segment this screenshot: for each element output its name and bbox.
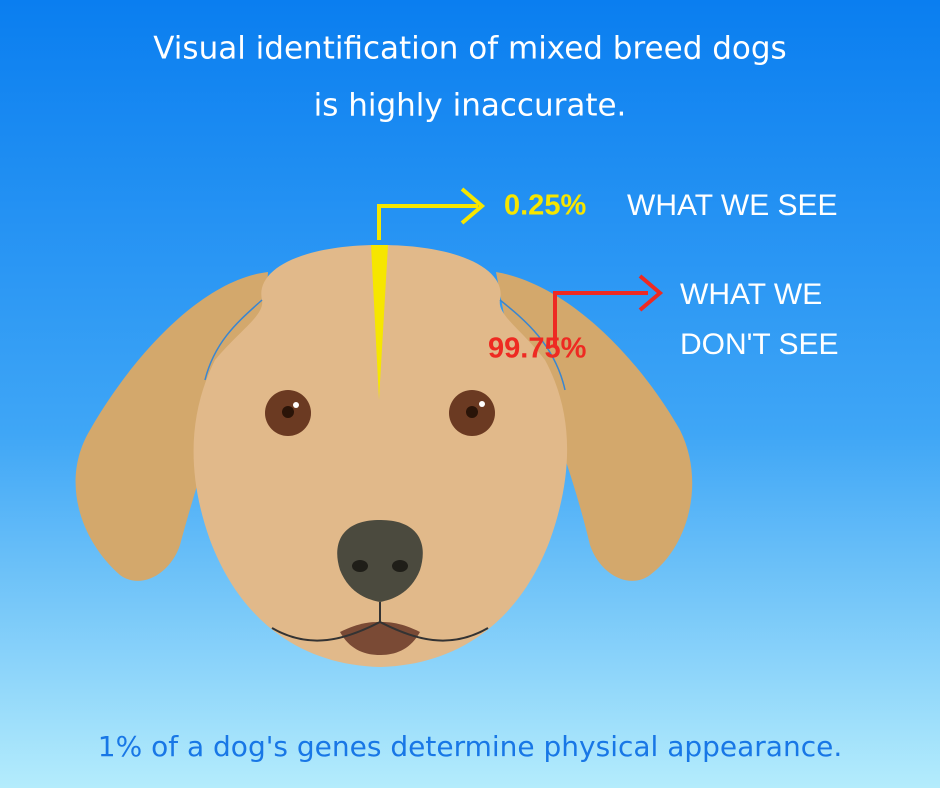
see-percent: 0.25% [504, 190, 586, 222]
right-ear [496, 272, 693, 581]
pupil [282, 406, 294, 418]
see-arrow [377, 187, 486, 240]
dont-see-label: WHAT WE [680, 278, 822, 311]
nostril [352, 560, 368, 572]
pupil [466, 406, 478, 418]
eye-glint [293, 402, 299, 408]
eye-glint [479, 401, 485, 407]
mouth-line [271, 620, 489, 642]
see-label: WHAT WE SEE [627, 189, 838, 222]
title-line: is highly inaccurate. [314, 88, 627, 124]
arrow-head [460, 187, 486, 225]
dont-see-percent: 99.75% [488, 333, 587, 365]
left-ear [75, 272, 268, 581]
head-outline [204, 299, 263, 381]
head [193, 245, 568, 667]
arrow-line [377, 204, 478, 240]
nose [337, 520, 423, 602]
head-outline [499, 299, 566, 391]
visible-slice [371, 245, 388, 400]
dont-see-label: DON'T SEE [680, 328, 839, 361]
arrow-head [638, 274, 664, 312]
dont-see-arrow [553, 274, 664, 345]
dog [75, 245, 693, 667]
footer: 1% of a dog's genes determine physical a… [98, 730, 842, 763]
title-line: Visual identification of mixed breed dog… [153, 31, 786, 67]
nostril [392, 560, 408, 572]
arrow-line [553, 291, 648, 345]
